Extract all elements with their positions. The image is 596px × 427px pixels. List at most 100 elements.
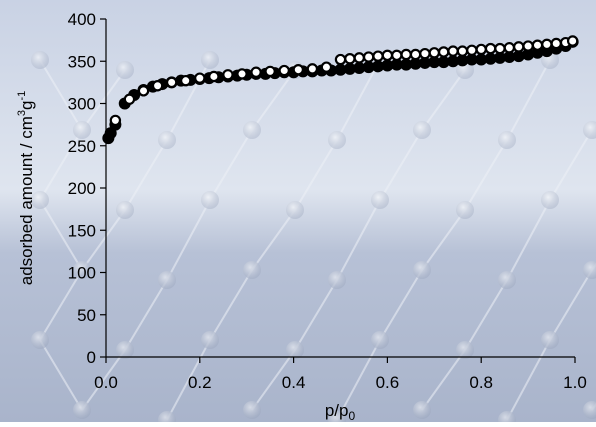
adsorption-point xyxy=(362,61,375,74)
lattice-bond xyxy=(464,139,508,211)
lattice-node xyxy=(158,131,176,149)
x-tick-label: 1.0 xyxy=(563,373,587,392)
lattice-node xyxy=(328,271,346,289)
desorption-point xyxy=(419,47,431,60)
adsorption-point xyxy=(475,53,488,66)
desorption-point xyxy=(456,45,469,57)
y-axis-ticks: 0 50 100 150 200 250 300 350 400 xyxy=(68,10,106,367)
desorption-point xyxy=(372,50,384,62)
lattice-bond xyxy=(549,269,593,341)
lattice-bond xyxy=(421,69,466,131)
lattice-node xyxy=(201,191,219,209)
x-tick-label: 0.8 xyxy=(469,373,493,392)
desorption-point xyxy=(531,39,544,51)
lattice-node xyxy=(31,191,49,209)
lattice-bond xyxy=(209,129,253,201)
lattice-bond xyxy=(379,129,423,201)
lattice-bond xyxy=(251,209,296,271)
adsorption-point xyxy=(465,53,478,66)
lattice-bond xyxy=(379,269,423,341)
desorption-point xyxy=(503,42,516,54)
lattice-bond xyxy=(294,139,338,211)
desorption-point xyxy=(484,42,497,55)
desorption-point xyxy=(306,63,319,75)
y-tick-label: 150 xyxy=(68,221,96,240)
lattice-bond xyxy=(166,199,211,281)
desorption-point xyxy=(236,68,248,80)
adsorption-point xyxy=(437,56,450,69)
adsorption-point xyxy=(353,62,366,75)
desorption-point xyxy=(437,46,450,58)
y-tick-label: 250 xyxy=(68,137,96,156)
adsorption-point xyxy=(418,56,431,69)
desorption-point xyxy=(362,51,375,63)
lattice-bond xyxy=(251,69,296,131)
x-axis-ticks: 0.0 0.2 0.4 0.6 0.8 1.0 xyxy=(94,357,587,392)
lattice-node xyxy=(498,131,516,149)
lattice-bond xyxy=(251,349,296,411)
lattice-node xyxy=(73,121,91,139)
lattice-bond xyxy=(421,349,466,411)
lattice-bond xyxy=(336,199,381,281)
x-axis-label: p/p0 xyxy=(325,401,356,422)
y-tick-label: 400 xyxy=(68,10,96,29)
lattice-node xyxy=(583,121,596,139)
adsorption-point xyxy=(390,58,403,71)
desorption-point xyxy=(109,114,122,127)
lattice-bond xyxy=(464,279,508,351)
lattice-node xyxy=(371,191,389,209)
desorption-point xyxy=(494,42,506,55)
desorption-point xyxy=(208,70,220,83)
lattice-bond xyxy=(336,59,381,141)
lattice-bond xyxy=(39,129,83,201)
desorption-point xyxy=(194,72,206,84)
lattice-node xyxy=(541,191,559,209)
lattice-bond xyxy=(81,209,126,271)
desorption-point xyxy=(447,45,459,57)
adsorption-point xyxy=(512,50,525,63)
lattice-bond xyxy=(421,209,466,271)
lattice-bond xyxy=(166,339,211,421)
lattice-node xyxy=(413,401,431,419)
lattice-bond xyxy=(39,199,83,271)
lattice-node xyxy=(583,261,596,279)
lattice-bond xyxy=(124,139,168,211)
desorption-point xyxy=(264,65,276,78)
adsorption-point xyxy=(400,58,413,71)
desorption-point xyxy=(344,53,356,65)
x-tick-label: 0.4 xyxy=(282,373,306,392)
desorption-point xyxy=(151,80,164,92)
lattice-node xyxy=(73,261,91,279)
lattice-node xyxy=(286,341,304,359)
lattice-bond xyxy=(39,269,83,341)
lattice-bond xyxy=(549,129,593,201)
data-series xyxy=(102,35,579,145)
lattice-node xyxy=(201,51,219,69)
desorption-point xyxy=(353,52,365,64)
adsorption-point xyxy=(522,48,535,61)
lattice-node xyxy=(243,261,261,279)
lattice-node xyxy=(116,61,134,79)
x-tick-label: 0.0 xyxy=(94,373,118,392)
lattice-node xyxy=(31,331,49,349)
lattice-bond xyxy=(39,59,83,131)
lattice-bond xyxy=(81,349,126,411)
lattice-bond xyxy=(506,339,551,421)
lattice-node xyxy=(456,341,474,359)
y-tick-label: 50 xyxy=(77,306,96,325)
desorption-point xyxy=(278,64,290,77)
desorption-point xyxy=(320,61,333,73)
desorption-point xyxy=(400,48,412,61)
y-tick-label: 200 xyxy=(68,179,96,198)
lattice-bond xyxy=(209,269,253,341)
lattice-node xyxy=(243,121,261,139)
lattice-node xyxy=(413,261,431,279)
desorption-point xyxy=(165,76,178,89)
lattice-node xyxy=(158,271,176,289)
desorption-point xyxy=(466,44,478,56)
lattice-bond xyxy=(81,69,126,131)
y-tick-label: 100 xyxy=(68,264,96,283)
lattice-node xyxy=(116,341,134,359)
lattice-bond xyxy=(506,59,551,141)
